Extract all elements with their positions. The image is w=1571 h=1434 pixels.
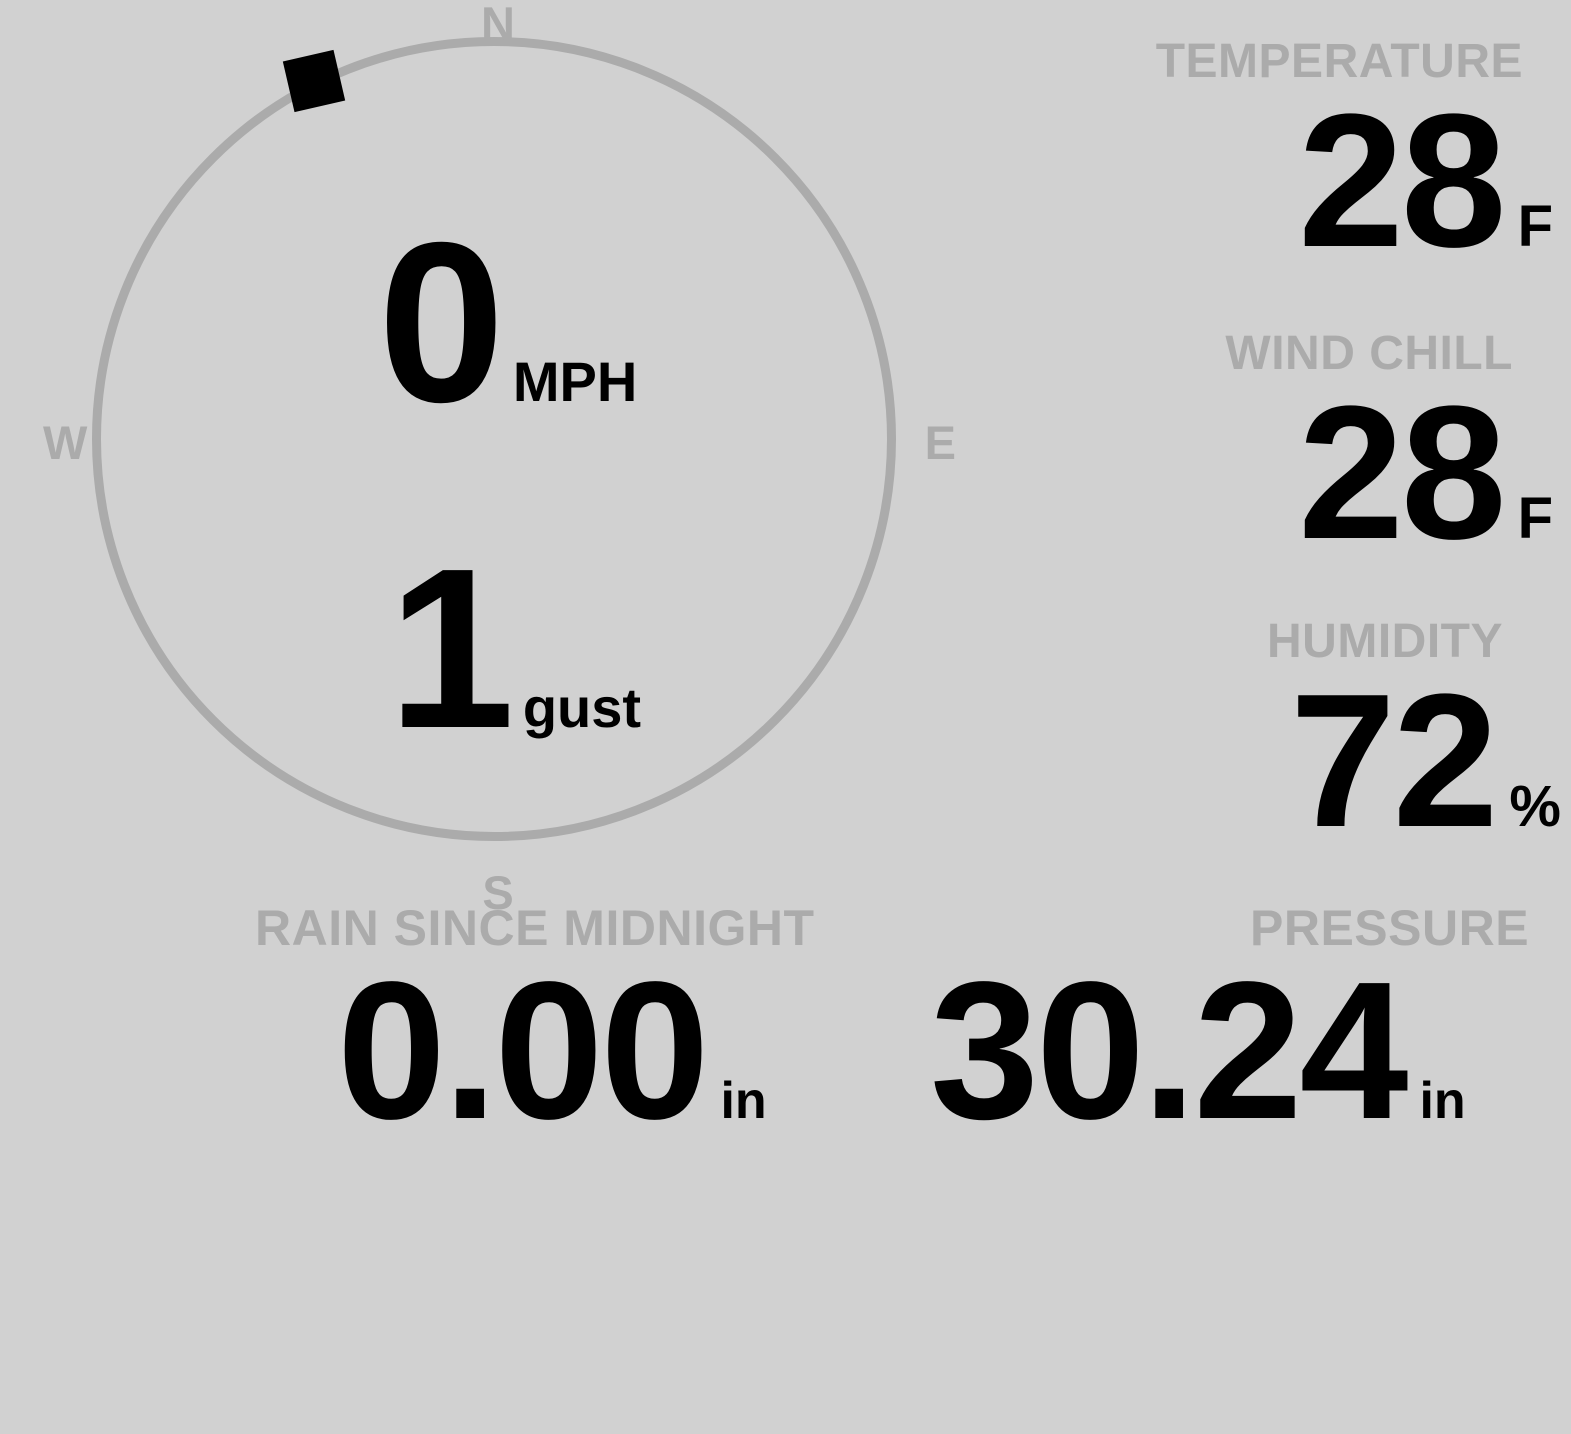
wind-gust-readout: 1 gust xyxy=(388,535,641,763)
stat-humidity: HUMIDITY 72 % xyxy=(1267,615,1561,857)
stat-pressure-value: 30.24 xyxy=(930,941,1408,1160)
stat-temperature-label: TEMPERATURE xyxy=(1155,35,1523,88)
stat-pressure-unit: in xyxy=(1419,1072,1466,1130)
stat-pressure-value-row: 30.24 in xyxy=(930,953,1529,1149)
stat-humidity-unit: % xyxy=(1509,774,1561,839)
compass-label-south: S xyxy=(482,866,514,919)
weather-dashboard: N E S W 0 MPH 1 gust TEMPERATURE 28 F WI… xyxy=(43,0,1561,1434)
stat-humidity-label: HUMIDITY xyxy=(1267,615,1503,668)
stat-temperature-value-row: 28 F xyxy=(1156,86,1553,276)
compass-label-north: N xyxy=(481,0,515,50)
wind-speed-unit: MPH xyxy=(512,350,638,413)
wind-gust-unit: gust xyxy=(522,676,642,739)
compass-ring xyxy=(92,37,896,841)
stat-rain-value-row: 0.00 in xyxy=(255,953,815,1149)
compass-tick-ne xyxy=(1056,271,1080,295)
stat-wind-chill: WIND CHILL 28 F xyxy=(1225,327,1553,569)
stat-rain-unit: in xyxy=(720,1072,767,1130)
stat-wind-chill-unit: F xyxy=(1517,486,1553,551)
stat-humidity-value: 72 xyxy=(1290,655,1498,867)
stat-rain-since-midnight: RAIN SINCE MIDNIGHT 0.00 in xyxy=(255,903,815,1149)
stat-rain-value: 0.00 xyxy=(337,941,709,1160)
stat-temperature: TEMPERATURE 28 F xyxy=(1155,35,1553,277)
wind-speed-readout: 0 MPH xyxy=(378,209,637,437)
stat-temperature-value: 28 xyxy=(1298,75,1506,287)
compass-label-east: E xyxy=(924,416,956,469)
stat-rain-label: RAIN SINCE MIDNIGHT xyxy=(255,900,815,956)
compass-tick-se xyxy=(1056,1411,1080,1434)
stat-pressure-label: PRESSURE xyxy=(1250,900,1530,956)
stat-humidity-value-row: 72 % xyxy=(1267,666,1561,856)
stat-pressure: PRESSURE 30.24 in xyxy=(930,903,1529,1149)
wind-compass-gauge: N E S W 0 MPH 1 gust xyxy=(43,0,1080,1434)
wind-gust-value: 1 xyxy=(388,522,515,776)
wind-speed-value: 0 xyxy=(378,196,505,450)
compass-label-west: W xyxy=(43,416,88,469)
stat-wind-chill-value: 28 xyxy=(1298,367,1506,579)
stat-wind-chill-label: WIND CHILL xyxy=(1225,327,1513,380)
stat-temperature-unit: F xyxy=(1517,194,1553,259)
stat-wind-chill-value-row: 28 F xyxy=(1225,378,1553,568)
